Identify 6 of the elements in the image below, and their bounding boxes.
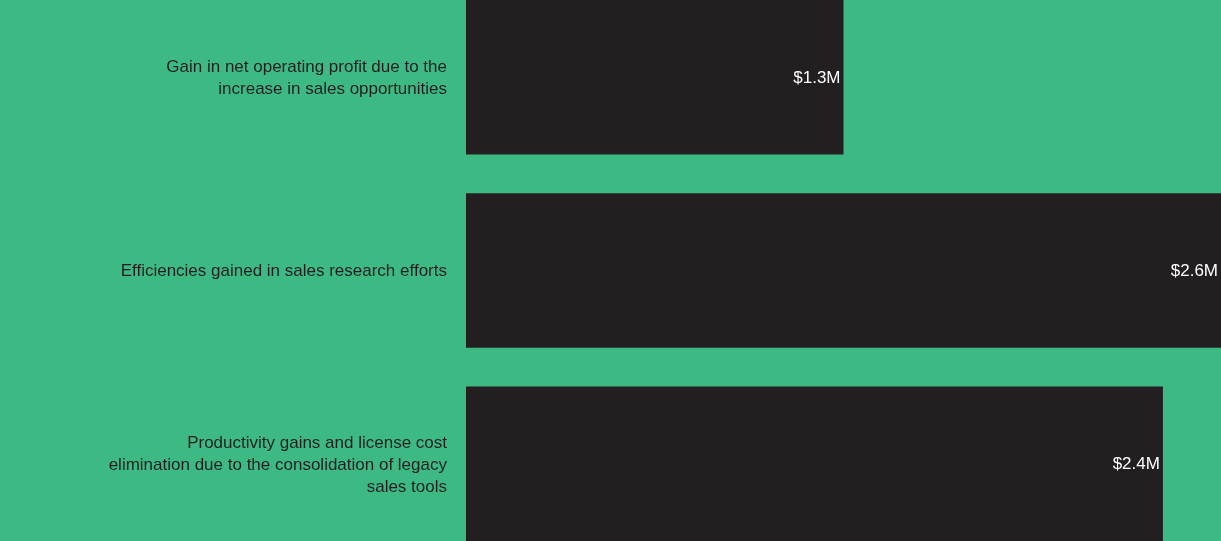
y-tick-label: Gain in net operating profit due to the increase in sales opportunities — [166, 57, 447, 99]
y-tick-label: Efficiencies gained in sales research efforts — [120, 261, 447, 281]
data-label: $2.4M — [1112, 454, 1160, 474]
data-label: $1.3M — [793, 67, 841, 87]
y-tick-label: Productivity gains and license cost elimination due to the consolidation of legacy sales tools — [108, 432, 448, 496]
data-label: $2.6M — [1170, 261, 1218, 280]
